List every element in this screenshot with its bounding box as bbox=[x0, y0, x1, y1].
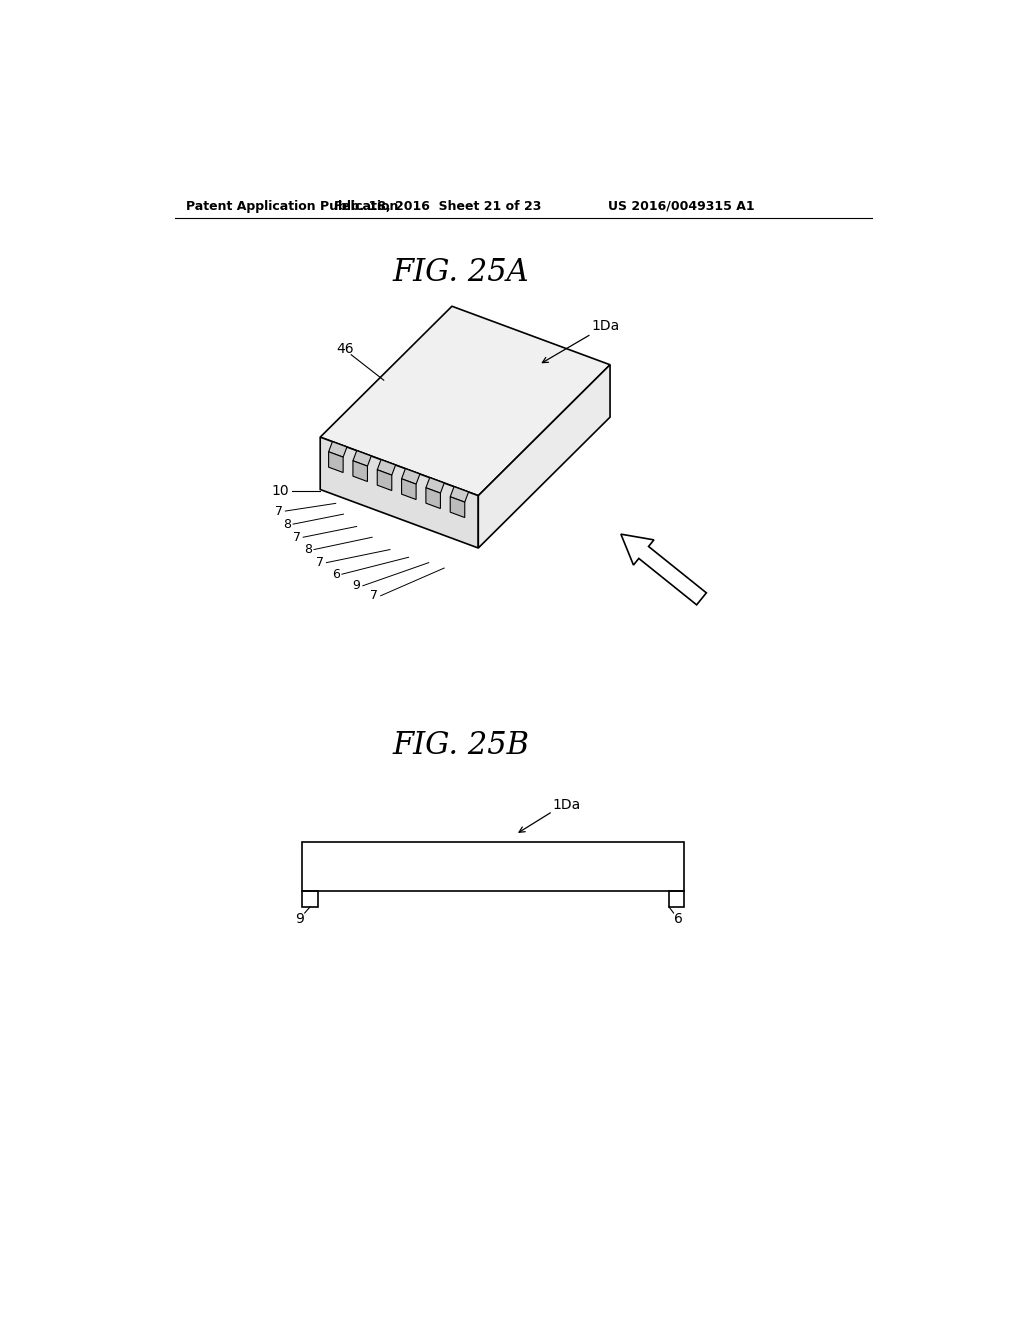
Text: Patent Application Publication: Patent Application Publication bbox=[186, 199, 398, 213]
Text: FIG. 25B: FIG. 25B bbox=[393, 730, 529, 760]
Polygon shape bbox=[321, 306, 610, 496]
Polygon shape bbox=[478, 364, 610, 548]
Polygon shape bbox=[321, 437, 478, 548]
Text: 7: 7 bbox=[316, 556, 325, 569]
Polygon shape bbox=[377, 459, 395, 475]
Text: 1Da: 1Da bbox=[553, 799, 581, 812]
Text: 6: 6 bbox=[332, 568, 340, 581]
Polygon shape bbox=[329, 451, 343, 473]
Text: US 2016/0049315 A1: US 2016/0049315 A1 bbox=[608, 199, 755, 213]
Text: 8: 8 bbox=[304, 543, 311, 556]
Text: 9: 9 bbox=[352, 579, 360, 593]
Polygon shape bbox=[401, 479, 416, 499]
Polygon shape bbox=[401, 469, 420, 484]
Bar bbox=[669, 891, 684, 907]
Polygon shape bbox=[353, 450, 372, 466]
Polygon shape bbox=[621, 535, 707, 605]
Text: Feb. 18, 2016  Sheet 21 of 23: Feb. 18, 2016 Sheet 21 of 23 bbox=[334, 199, 542, 213]
Polygon shape bbox=[426, 478, 444, 494]
Text: 7: 7 bbox=[293, 531, 301, 544]
Text: 1Da: 1Da bbox=[592, 319, 620, 333]
Polygon shape bbox=[451, 487, 469, 502]
Text: 9: 9 bbox=[296, 912, 304, 927]
Text: 7: 7 bbox=[275, 504, 283, 517]
Polygon shape bbox=[353, 461, 368, 482]
Polygon shape bbox=[329, 442, 347, 457]
Polygon shape bbox=[377, 470, 392, 491]
Text: 7: 7 bbox=[371, 589, 379, 602]
Text: FIG. 25A: FIG. 25A bbox=[393, 257, 529, 288]
Polygon shape bbox=[426, 488, 440, 508]
Text: 6: 6 bbox=[674, 912, 683, 927]
Bar bbox=[302, 891, 317, 907]
Polygon shape bbox=[451, 496, 465, 517]
Bar bbox=[302, 842, 684, 891]
Text: 8: 8 bbox=[283, 517, 291, 531]
Text: 46: 46 bbox=[336, 342, 354, 356]
Text: 10: 10 bbox=[271, 484, 289, 498]
